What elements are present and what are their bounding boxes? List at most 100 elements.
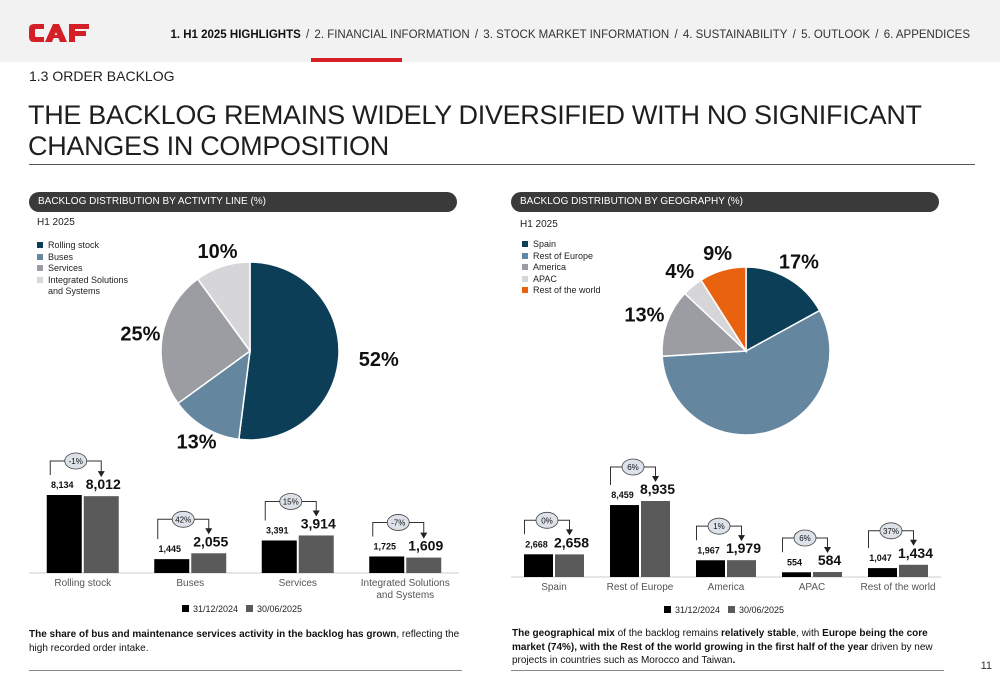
legend-item-buses: Buses — [37, 252, 130, 264]
bar-integrated-solutions-and-systems-2024 — [369, 556, 405, 573]
caf-logo[interactable] — [28, 22, 90, 49]
change-bubble — [171, 510, 195, 528]
bar-rest-of-the-world-2024 — [868, 568, 897, 577]
change-indicator-integrated-solutions-and-systems: -7% — [372, 514, 428, 539]
nav-stock-market[interactable]: 3. STOCK MARKET INFORMATION — [483, 29, 670, 41]
pie-label-services: 25% — [120, 324, 160, 346]
change-bubble — [386, 514, 410, 531]
bar-value-apac-2025: 584 — [818, 552, 842, 568]
bar-legend-label-2025: 30/06/2025 — [739, 605, 784, 615]
pie-label-buses: 13% — [177, 431, 217, 453]
nav-separator: / — [674, 29, 678, 41]
bar-spain-2025 — [555, 554, 584, 577]
activity-pie-legend: Rolling stock Buses Services Integrated Sol… — [37, 240, 130, 298]
bar-legend-swatch-2025 — [728, 606, 735, 613]
pie-label-rolling-stock: 52% — [359, 349, 399, 371]
bar-value-services-2025: 3,914 — [301, 515, 336, 531]
nav-separator: / — [792, 29, 796, 41]
legend-label: Buses — [48, 251, 74, 262]
legend-label: Services — [48, 263, 83, 273]
bar-services-2025 — [298, 535, 334, 573]
bar-apac-2025 — [813, 572, 842, 577]
nav-separator: / — [474, 29, 479, 41]
pie-label-america: 13% — [624, 304, 664, 326]
bar-value-integrated-solutions-and-systems-2024: 1,725 — [373, 541, 396, 551]
change-bubble — [707, 517, 731, 535]
change-value: 6% — [799, 534, 811, 543]
legend-item-integrated-solutions-and-systems: Integrated Solutions and Systems — [37, 275, 130, 298]
bar-spain-2024 — [524, 554, 553, 577]
pie-slice-america — [661, 292, 748, 358]
change-bubble — [879, 522, 903, 540]
bar-legend-swatch-2025 — [246, 605, 253, 612]
change-bubble — [279, 493, 303, 510]
legend-swatch — [522, 275, 528, 282]
bar-legend-label-2025: 30/06/2025 — [257, 604, 302, 614]
bar-services-2024 — [261, 540, 297, 573]
bar-value-rolling-stock-2025: 8,012 — [86, 476, 121, 492]
legend-swatch — [37, 253, 43, 260]
geography-pie-legend: Spain Rest of Europe America APAC Rest of th… — [522, 239, 601, 297]
nav-sustainability[interactable]: 4. SUSTAINABILITY — [682, 29, 788, 41]
bar-rolling-stock-2024 — [46, 495, 82, 573]
change-value: 15% — [283, 497, 299, 506]
legend-swatch — [522, 252, 528, 259]
legend-label: America — [533, 262, 567, 272]
legend-label: APAC — [533, 273, 557, 284]
bar-buses-2025 — [191, 553, 227, 573]
nav-financial[interactable]: 2. FINANCIAL INFORMATION — [314, 29, 470, 41]
change-indicator-buses: 42% — [157, 510, 213, 540]
category-label-integrated-solutions-and-systems: Integrated Solutions — [361, 578, 450, 589]
change-indicator-america: 1% — [696, 517, 745, 542]
geo-summary-b2: relatively stable — [720, 628, 797, 639]
legend-item-rolling-stock: Rolling stock — [37, 240, 130, 252]
nav-separator: / — [875, 29, 879, 41]
bar-buses-2024 — [154, 559, 190, 573]
change-value: 0% — [541, 516, 553, 525]
category-label-spain: Spain — [541, 582, 567, 593]
change-arrow-icon — [312, 510, 320, 517]
bar-value-integrated-solutions-and-systems-2025: 1,609 — [408, 538, 443, 554]
category-label-apac: APAC — [799, 582, 826, 593]
legend-swatch — [522, 264, 528, 270]
header-divider — [29, 164, 975, 165]
pie-slice-spain — [745, 266, 821, 353]
bar-value-rest-of-the-world-2025: 1,434 — [898, 545, 933, 561]
pie-label-apac: 4% — [665, 261, 694, 283]
nav-appendices[interactable]: 6. APPENDICES — [883, 29, 970, 41]
geo-summary-b1: The geographical mix — [512, 628, 615, 639]
change-bubble — [535, 511, 559, 529]
legend-item-rest-of-the-world: Rest of the world — [522, 285, 601, 297]
change-value: 1% — [713, 522, 725, 531]
bar-value-rest-of-europe-2024: 8,459 — [611, 490, 634, 500]
legend-item-rest-of-europe: Rest of Europe — [522, 251, 601, 263]
category-label-rest-of-the-world: Rest of the world — [860, 582, 935, 593]
pie-slice-integrated-solutions-and-systems — [196, 261, 251, 354]
category-label-america: America — [708, 582, 745, 593]
pie-slice-buses — [176, 349, 251, 441]
change-indicator-services: 15% — [264, 493, 320, 521]
geography-chart-subtitle: H1 2025 — [520, 219, 558, 230]
legend-label: Rest of Europe — [533, 250, 594, 261]
bar-value-buses-2024: 1,445 — [158, 544, 181, 554]
bar-value-rest-of-europe-2025: 8,935 — [640, 481, 675, 497]
change-indicator-rest-of-the-world: 37% — [868, 522, 917, 549]
caf-logo-mark — [29, 24, 89, 42]
bar-rest-of-europe-2024 — [610, 505, 639, 577]
activity-summary-rest: , reflecting the high recorded order int… — [29, 629, 460, 654]
pie-slice-rest-of-europe — [661, 309, 831, 436]
geo-summary-b3: Europe being the core market (74%), with… — [512, 628, 928, 653]
nav-highlights[interactable]: 1. H1 2025 HIGHLIGHTS — [170, 29, 301, 41]
bar-rolling-stock-2025 — [83, 496, 119, 573]
category-label-services: Services — [279, 578, 317, 589]
category-label-rest-of-europe: Rest of Europe — [607, 582, 674, 593]
bar-value-apac-2024: 554 — [787, 557, 802, 567]
bar-apac-2024 — [782, 572, 811, 577]
change-value: 37% — [883, 527, 899, 536]
bar-america-2024 — [696, 560, 725, 577]
pie-label-rest-of-the-world: 9% — [703, 243, 732, 265]
bar-value-spain-2024: 2,668 — [525, 539, 548, 549]
activity-summary-bold: The share of bus and maintenance service… — [29, 629, 397, 640]
top-bar — [0, 0, 1000, 62]
nav-outlook[interactable]: 5. OUTLOOK — [801, 29, 871, 41]
